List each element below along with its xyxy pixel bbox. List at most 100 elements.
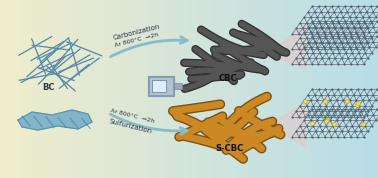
Point	[373, 119, 378, 122]
Point	[334, 99, 340, 102]
Point	[305, 93, 311, 96]
Point	[305, 113, 311, 116]
Point	[329, 20, 335, 23]
Point	[321, 31, 327, 34]
Point	[365, 27, 371, 30]
Point	[330, 104, 336, 107]
Point	[374, 108, 378, 111]
Point	[339, 42, 345, 45]
Point	[344, 40, 350, 43]
Point	[348, 32, 354, 35]
Point	[326, 42, 332, 45]
Point	[365, 130, 371, 133]
Point	[349, 104, 355, 107]
Point	[309, 62, 315, 65]
Point	[314, 119, 320, 122]
Point	[340, 16, 346, 19]
Point	[339, 110, 345, 113]
Point	[349, 124, 355, 127]
Point	[301, 31, 307, 34]
Point	[370, 10, 376, 13]
Point	[355, 108, 361, 111]
Point	[328, 32, 334, 35]
Point	[289, 135, 295, 138]
Point	[289, 62, 295, 65]
Point	[361, 115, 367, 118]
Point	[315, 47, 321, 50]
Point	[301, 99, 307, 102]
Text: CBC: CBC	[219, 74, 237, 83]
Point	[354, 135, 360, 138]
Point	[348, 108, 354, 111]
Point	[325, 10, 331, 13]
Point	[377, 25, 378, 28]
Bar	[152, 80, 166, 92]
Point	[313, 57, 319, 60]
Point	[310, 21, 316, 24]
Point	[339, 57, 345, 60]
Point	[304, 36, 310, 39]
Point	[323, 124, 329, 127]
Point	[302, 62, 308, 65]
Point	[345, 27, 351, 30]
Point	[289, 47, 295, 50]
Point	[305, 25, 311, 28]
Point	[341, 135, 347, 138]
Bar	[148, 76, 174, 96]
Point	[313, 110, 319, 113]
Point	[343, 21, 349, 24]
Point	[343, 51, 349, 54]
Point	[293, 130, 299, 133]
Point	[374, 88, 378, 91]
Point	[335, 20, 341, 23]
Point	[369, 51, 375, 54]
Point	[305, 40, 311, 43]
Point	[317, 124, 323, 127]
Point	[348, 47, 354, 50]
Point	[321, 99, 327, 102]
Point	[331, 25, 337, 28]
Point	[325, 40, 331, 43]
Point	[329, 5, 335, 8]
Point	[360, 119, 366, 122]
Point	[360, 99, 366, 102]
Point	[352, 57, 358, 60]
Point	[377, 10, 378, 13]
Point	[304, 21, 310, 24]
Point	[316, 20, 322, 23]
Point	[354, 115, 360, 118]
Point	[361, 88, 367, 91]
Point	[345, 57, 351, 60]
Point	[368, 20, 374, 23]
Point	[318, 10, 324, 13]
Point	[353, 46, 359, 49]
Point	[348, 62, 354, 65]
Point	[302, 115, 308, 118]
Point	[334, 16, 340, 19]
Point	[323, 36, 329, 39]
Point	[289, 115, 295, 118]
Point	[318, 113, 324, 116]
Point	[335, 32, 341, 35]
Point	[366, 119, 372, 122]
Point	[361, 35, 367, 38]
Point	[330, 36, 336, 39]
Point	[300, 27, 306, 30]
Point	[365, 42, 371, 45]
Point	[335, 47, 341, 50]
Point	[327, 119, 333, 122]
Point	[358, 110, 364, 113]
Point	[316, 108, 322, 111]
Point	[370, 113, 376, 116]
Point	[293, 110, 299, 113]
Point	[373, 16, 378, 19]
Point	[297, 104, 303, 107]
Point	[319, 27, 325, 30]
Point	[342, 108, 348, 111]
Point	[373, 31, 378, 34]
Point	[328, 62, 334, 65]
Point	[347, 99, 353, 102]
Point	[297, 51, 303, 54]
Point	[349, 36, 355, 39]
Point	[377, 40, 378, 43]
